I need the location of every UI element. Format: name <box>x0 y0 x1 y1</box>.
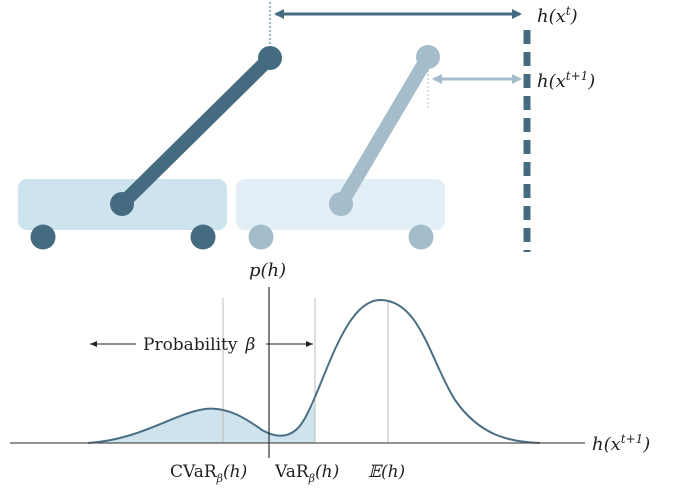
cart-wheel-right-light <box>408 224 434 250</box>
label-h-xt: h(xt) <box>537 4 578 27</box>
tail-probability-area <box>88 402 315 443</box>
expectation-label: 𝔼(h) <box>368 462 405 482</box>
x-axis-label: h(xt+1) <box>592 432 650 455</box>
cart-wheel-right-dark <box>190 224 216 250</box>
pole-dark <box>117 53 275 209</box>
cvar-label: CVaRβ(h) <box>170 462 247 485</box>
pole-tip-dark <box>258 46 282 70</box>
probability-label: Probability β <box>143 335 255 355</box>
pole-light <box>334 53 435 208</box>
y-axis-label: p(h) <box>249 260 286 281</box>
var-label: VaRβ(h) <box>274 462 339 485</box>
label-h-xt1: h(xt+1) <box>537 69 595 92</box>
cart-wheel-left-light <box>248 224 274 250</box>
pole-pivot-dark <box>110 192 134 216</box>
pole-pivot-light <box>329 192 353 216</box>
density-curve <box>87 298 541 444</box>
cart-wheel-left-dark <box>30 224 56 250</box>
pole-tip-light <box>416 45 440 69</box>
